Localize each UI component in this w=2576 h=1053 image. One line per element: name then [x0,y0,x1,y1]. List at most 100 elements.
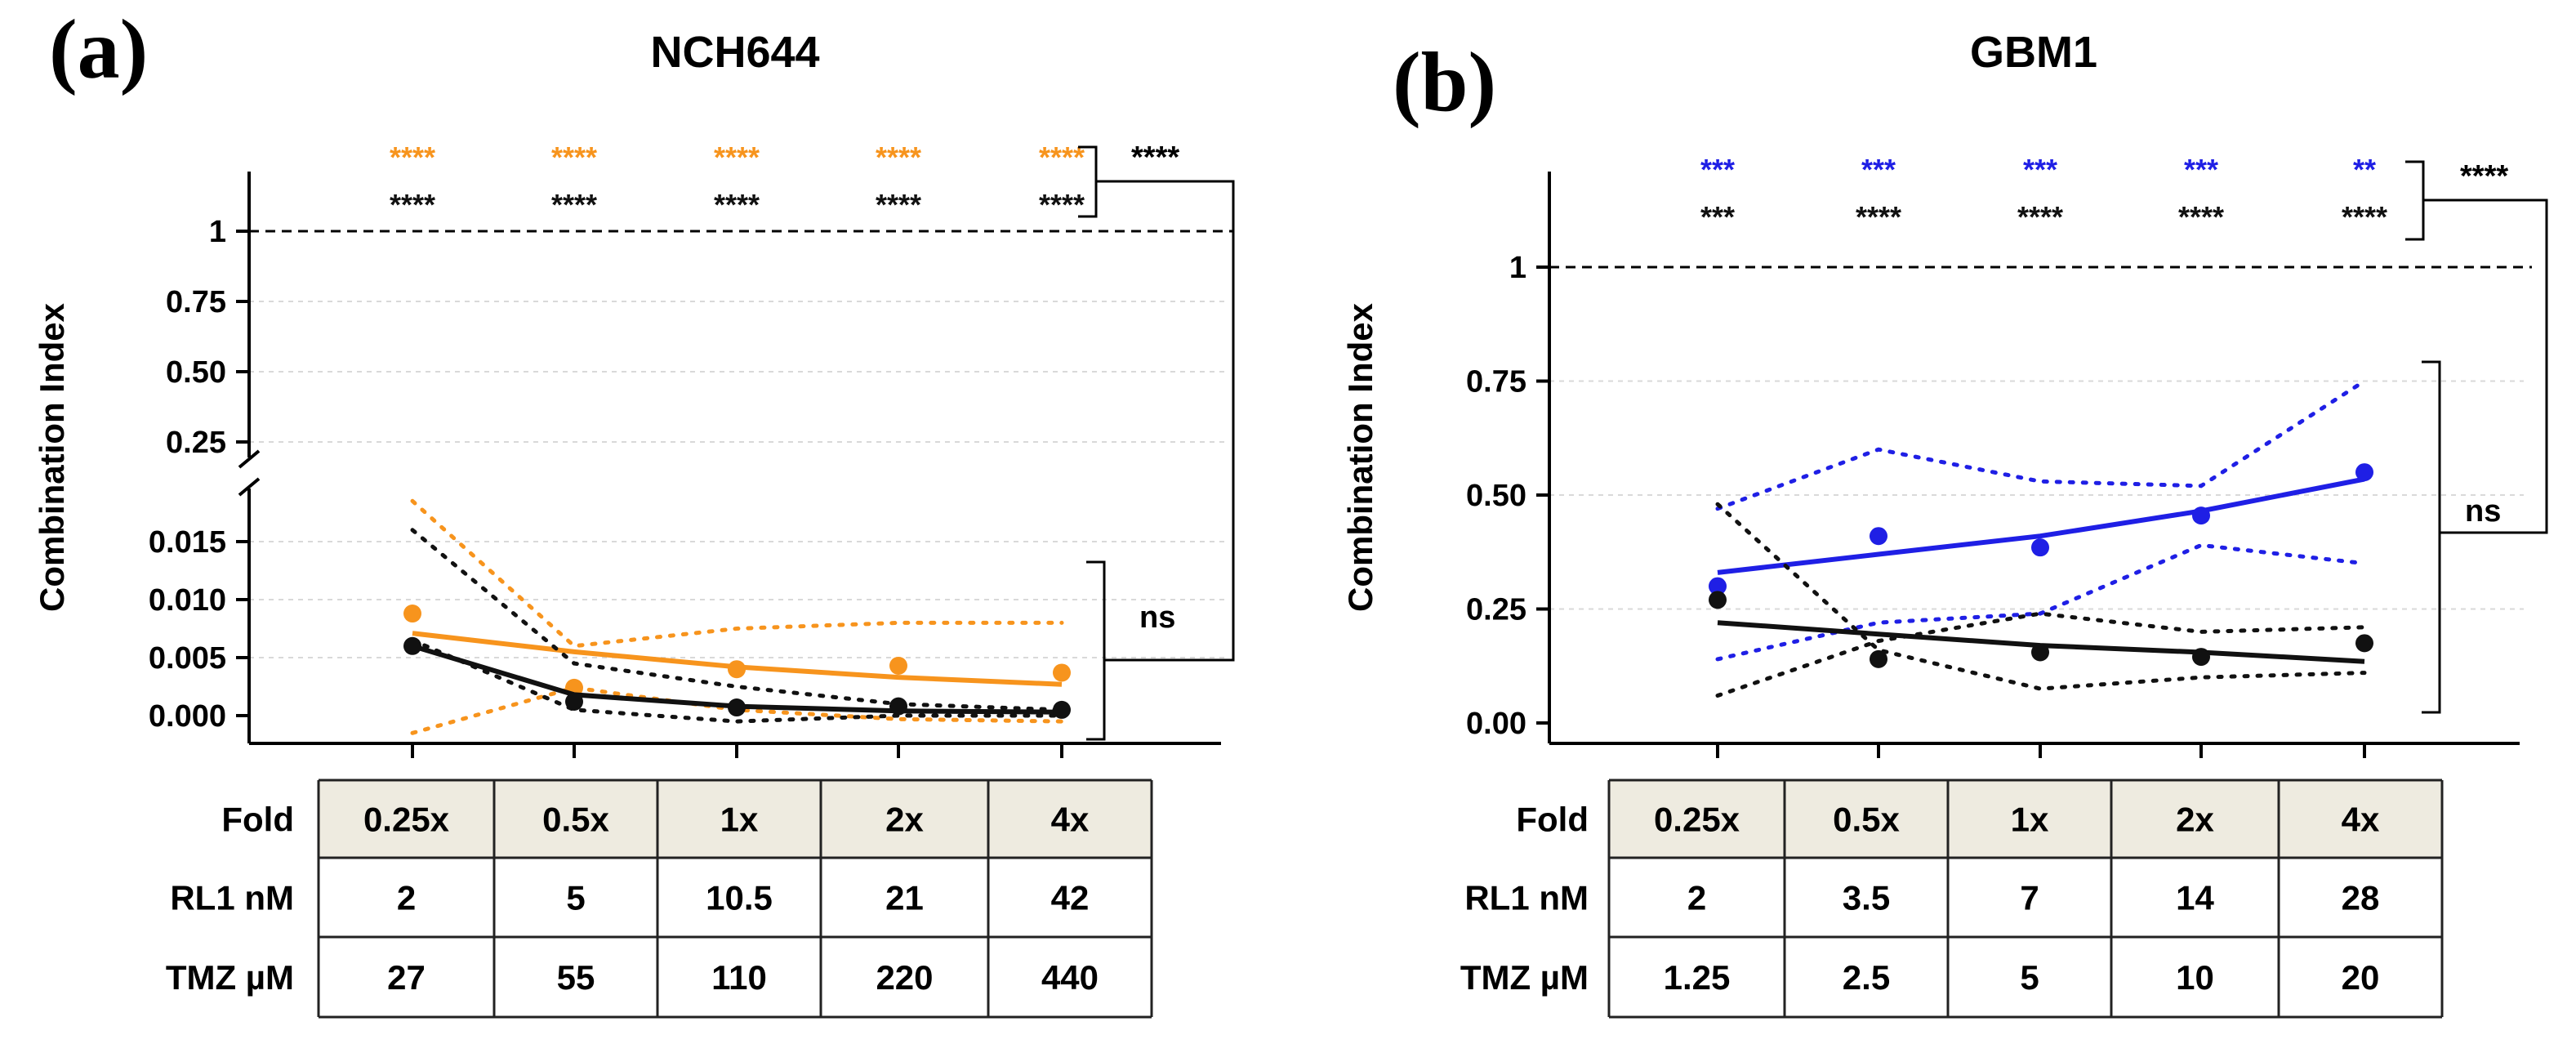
significance-label: *** [2023,153,2057,186]
table-cell: 5 [566,879,585,917]
y-tick-label: 0.75 [1466,365,1526,399]
bracket-bottom-label: ns [1139,600,1175,635]
table-cell: 1x [2011,801,2049,839]
data-point [728,660,746,679]
table-header-bg [1609,780,2442,858]
table-cell: 0.5x [542,801,609,839]
table-cell: 2 [1687,879,1706,917]
ci-band-upper [1715,611,2367,698]
bracket-top-label: **** [2460,159,2508,194]
bracket-bottom [2422,360,2441,714]
table-cell: 27 [387,958,426,997]
significance-label: *** [1700,153,1735,186]
bracket-bottom [1086,560,1106,741]
data-point [728,698,746,717]
data-point [2355,463,2373,482]
y-axis-label: Combination Index [33,302,71,612]
ci-band-upper [410,498,1064,649]
y-tick-label: 0.010 [149,583,226,618]
y-axis-label: Combination Index [1341,302,1379,612]
fit-line [1717,476,2365,575]
data-point [403,605,421,623]
table-cell: 10 [2176,958,2214,997]
data-point [565,692,583,711]
ci-band-upper [410,528,1064,712]
ci-band-lower [1715,542,2367,662]
table-cell: 0.5x [1833,801,1900,839]
table-cell: 3.5 [1843,879,1890,917]
significance-label: **** [1039,141,1085,174]
data-point [2031,643,2049,662]
y-tick-label: 0.75 [166,285,226,319]
panel-letter: (b) [1393,35,1496,129]
table-cell: 4x [2342,801,2380,839]
data-table: Fold 0.25x 0.5x 1x 2x 4x RL1 nM 2 5 10.5 21 42 TMZ µ… [166,779,1153,1019]
table-cell: 55 [557,958,595,997]
table-header-bg [319,780,1152,858]
table-cell: 2 [397,879,416,917]
y-tick-label: 0.00 [1466,707,1526,741]
data-table: Fold 0.25x 0.5x 1x 2x 4x RL1 nM 2 3.5 7 14 28 TMZ µM… [1460,779,2444,1019]
table-cell: 110 [711,958,767,997]
chart-title: NCH644 [650,28,819,77]
table-row-label: TMZ µM [1460,958,1589,997]
significance-label: *** [2184,153,2218,186]
y-tick-label: 1 [209,215,226,249]
table-cell: 42 [1051,879,1090,917]
y-tick-label: 0.015 [149,525,226,560]
y-tick-label: 0.000 [149,699,226,734]
significance-label: **** [551,141,597,174]
significance-label: **** [2342,200,2387,234]
significance-label: ** [2353,153,2376,186]
table-row-label: RL1 nM [170,879,294,917]
data-point [403,636,421,655]
significance-label: *** [1700,200,1735,234]
bracket-bottom-label: ns [2465,494,2501,529]
panel-letter: (a) [49,2,148,96]
table-cell: 14 [2176,879,2214,917]
table-cell: 1.25 [1664,958,1731,997]
table-cell: 2.5 [1843,958,1890,997]
axis-break-mark [238,449,261,469]
axis-break-mark [238,477,261,497]
table-cell: 10.5 [706,879,773,917]
significance-label: **** [714,188,760,221]
table-cell: 28 [2342,879,2380,917]
significance-label: **** [2178,200,2224,234]
data-point [2192,648,2210,667]
data-point [1870,649,1887,668]
y-tick-label: 0.25 [166,426,226,460]
data-point [2192,506,2210,525]
table-cell: 20 [2342,958,2380,997]
panel-a: (a) NCH644 1 0.75 0.50 0.25 0.015 0.010 0.005 0.0… [33,2,1235,1019]
table-cell: 0.25x [1654,801,1740,839]
bracket-top-label: **** [1131,141,1179,175]
ci-band-lower [1715,502,2367,691]
table-row-label: RL1 nM [1464,879,1589,917]
table-row-label: Fold [221,801,294,839]
table-cell: 2x [2176,801,2214,839]
data-point [889,656,907,675]
y-tick-label: 1 [1509,251,1526,285]
data-point [1053,700,1071,719]
data-point [889,697,907,716]
data-point [2031,538,2049,557]
significance-label: **** [876,141,921,174]
data-point [1053,663,1071,682]
table-cell: 440 [1041,958,1099,997]
series-black: *** **** **** **** **** [1700,200,2387,698]
ci-band-upper [1715,379,2367,511]
significance-label: **** [1039,188,1085,221]
table-cell: 4x [1051,801,1090,839]
bracket-connector [1096,180,1235,662]
table-cell: 5 [2020,958,2039,997]
ci-band-lower [410,638,1064,724]
y-tick-label: 0.25 [1466,593,1526,627]
series-black: **** **** **** **** **** [390,188,1085,724]
data-point [1709,591,1727,609]
significance-label: **** [714,141,760,174]
data-point [1709,577,1727,596]
table-cell: 220 [876,958,933,997]
significance-label: **** [876,188,921,221]
